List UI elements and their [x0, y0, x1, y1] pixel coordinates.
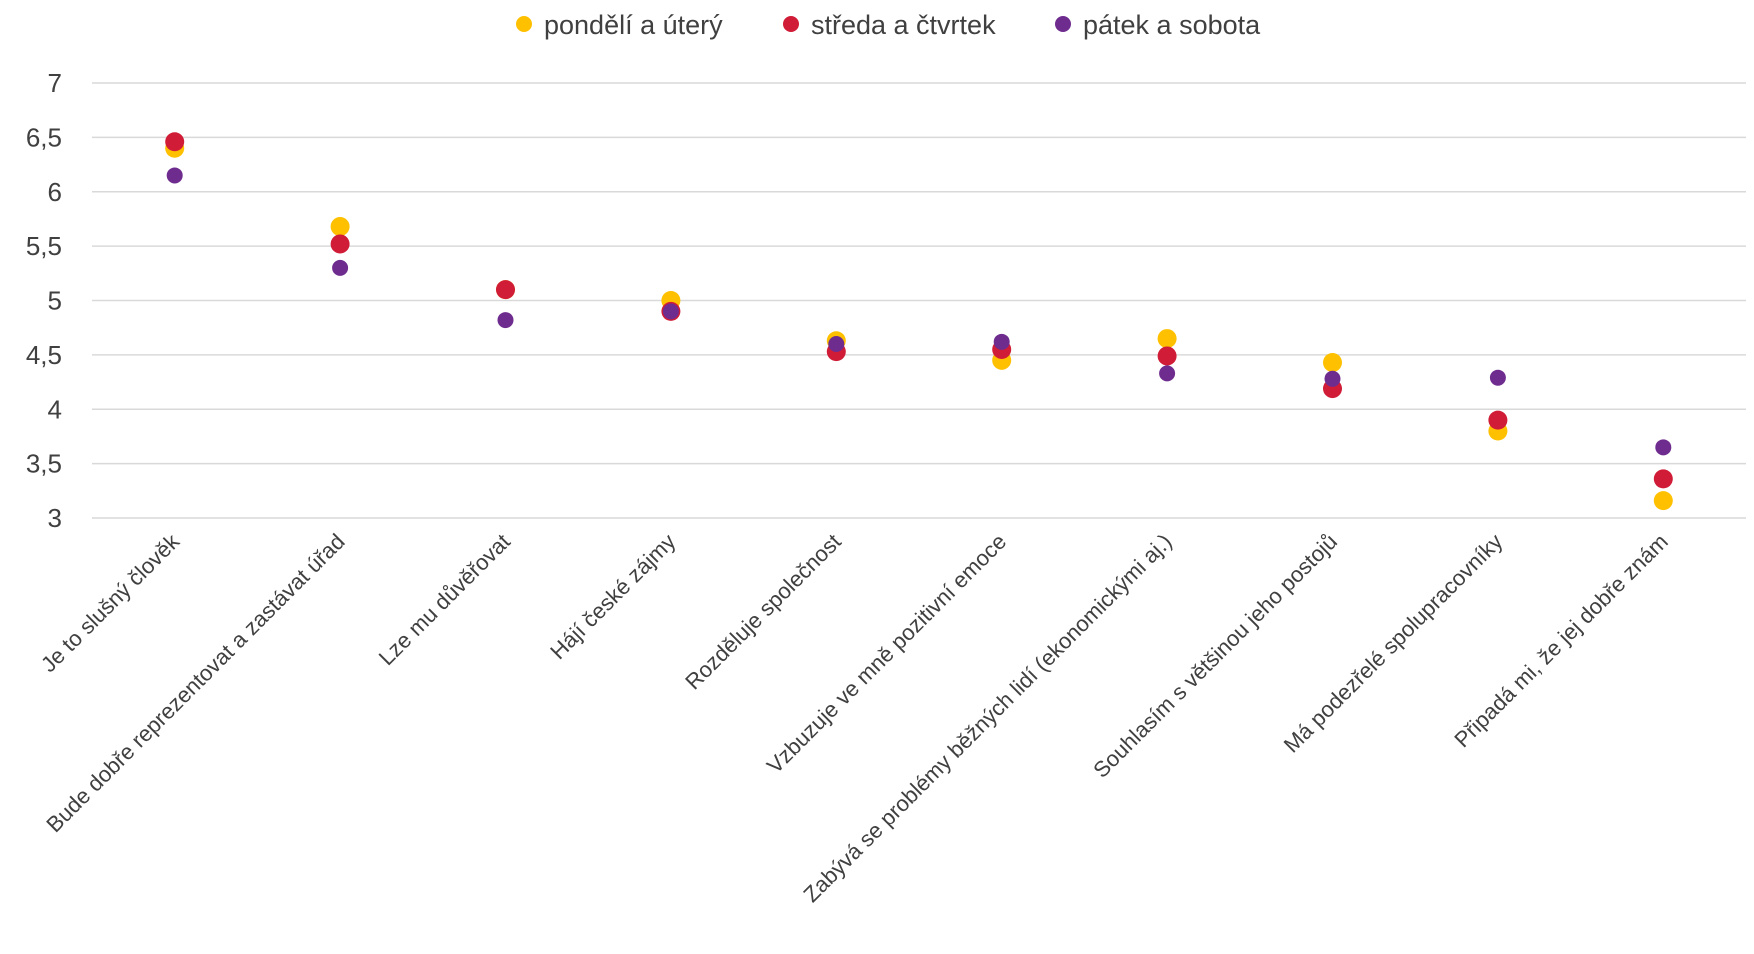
- data-points: [165, 132, 1673, 511]
- legend-marker: [783, 16, 799, 32]
- data-point: [497, 312, 514, 329]
- y-tick-label: 5: [48, 286, 62, 316]
- data-point: [993, 333, 1010, 350]
- series-1: [165, 138, 1673, 511]
- data-point: [1653, 469, 1673, 489]
- legend-marker: [516, 16, 532, 32]
- x-category-label: Zabývá se problémy běžných lidí (ekonomi…: [798, 529, 1176, 907]
- y-tick-label: 5,5: [26, 231, 62, 261]
- data-point: [332, 259, 349, 276]
- data-point: [1655, 439, 1672, 456]
- x-category-label: Je to slušný člověk: [36, 528, 185, 677]
- data-point: [1157, 329, 1177, 349]
- series-3: [166, 167, 1672, 456]
- gridlines: [92, 82, 1746, 519]
- data-point: [166, 167, 183, 184]
- data-point: [1159, 365, 1176, 382]
- data-point: [330, 217, 350, 237]
- data-point: [1324, 370, 1341, 387]
- y-tick-label: 7: [48, 68, 62, 98]
- data-point: [1323, 352, 1342, 372]
- legend-label: pátek a sobota: [1083, 10, 1261, 40]
- y-tick-label: 6,5: [26, 122, 62, 152]
- series-2: [165, 132, 1673, 489]
- data-point: [1157, 346, 1177, 366]
- data-point: [662, 303, 679, 320]
- y-tick-label: 4,5: [26, 340, 62, 370]
- legend-label: středa a čtvrtek: [811, 10, 996, 40]
- x-category-label: Bude dobře reprezentovat a zastávat úřad: [41, 529, 349, 837]
- x-category-label: Rozděluje společnost: [680, 529, 846, 695]
- x-category-label: Hájí české zájmy: [545, 529, 680, 664]
- data-point: [165, 132, 185, 152]
- y-tick-label: 3,5: [26, 449, 62, 479]
- data-point: [828, 336, 845, 352]
- data-point: [1489, 369, 1506, 386]
- legend: pondělí a úterý středa a čtvrtek pátek a s…: [516, 10, 1261, 40]
- y-tick-label: 3: [48, 503, 62, 533]
- data-point: [496, 280, 515, 300]
- y-tick-label: 6: [48, 177, 62, 207]
- data-point: [1488, 410, 1508, 430]
- y-tick-label: 4: [48, 394, 62, 424]
- data-point: [1653, 491, 1673, 511]
- legend-label: pondělí a úterý: [544, 10, 723, 40]
- y-axis-ticks: 3 3,5 4 4,5 5 5,5 6 6,5 7: [26, 68, 62, 533]
- x-category-label: Lze mu důvěřovat: [374, 529, 515, 670]
- legend-marker: [1055, 16, 1071, 32]
- data-point: [330, 234, 350, 254]
